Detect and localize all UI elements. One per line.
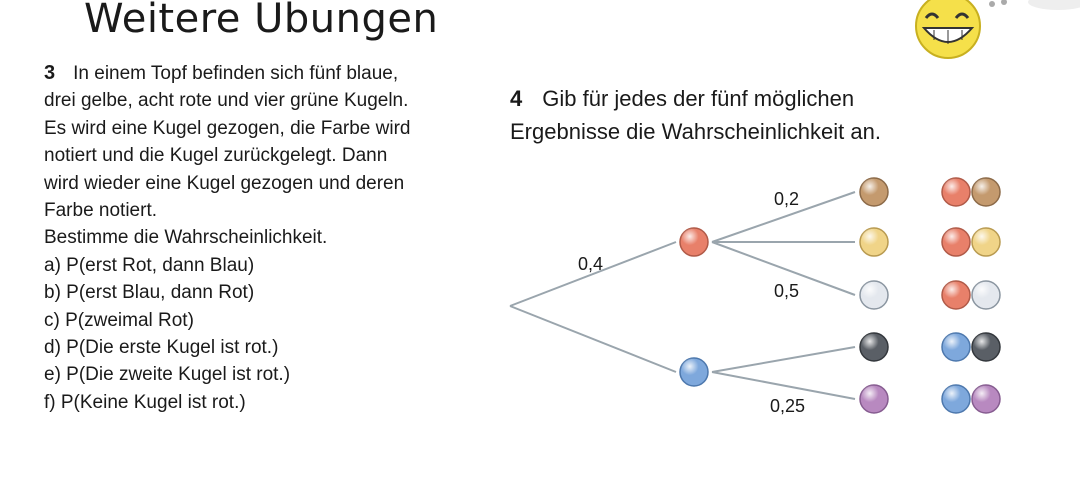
task-a: a) P(erst Rot, dann Blau) bbox=[44, 254, 255, 276]
stage2-balls bbox=[859, 177, 889, 414]
probability-tree: 0,4 0,2 0,5 0,25 bbox=[509, 177, 1001, 416]
branch-red bbox=[509, 241, 677, 307]
label-blue-purple: 0,25 bbox=[770, 396, 805, 416]
task-f: f) P(Keine Kugel ist rot.) bbox=[44, 391, 246, 413]
exercise-3-number: 3 bbox=[44, 62, 56, 84]
task-d: d) P(Die erste Kugel ist rot.) bbox=[44, 337, 279, 359]
exercise-4-line-1: Ergebnisse die Wahrscheinlichkeit an. bbox=[510, 119, 881, 144]
task-e: e) P(Die zweite Kugel ist rot.) bbox=[44, 364, 291, 386]
exercise-3-instruction: Bestimme die Wahrscheinlichkeit. bbox=[44, 227, 328, 249]
task-c: c) P(zweimal Rot) bbox=[44, 309, 194, 331]
branch-blue bbox=[509, 305, 677, 373]
branch-blue-purple bbox=[711, 371, 856, 400]
outcome-red-brown bbox=[941, 177, 1001, 207]
label-first-red: 0,4 bbox=[578, 254, 603, 274]
exercise-4: 4 Gib für jedes der fünf möglichen Ergebn… bbox=[510, 82, 1070, 148]
label-red-white: 0,5 bbox=[774, 281, 799, 301]
exercise-4-number: 4 bbox=[510, 86, 523, 111]
exercise-3-line-3: notiert und die Kugel zurückgelegt. Dann bbox=[44, 145, 388, 167]
outcome-pairs bbox=[941, 177, 1001, 414]
outcome-blue-dark bbox=[941, 332, 1001, 362]
page-title: Weitere Übungen bbox=[84, 0, 439, 42]
branch-red-white bbox=[711, 241, 856, 296]
outcome-blue-purple bbox=[941, 384, 1001, 414]
label-red-brown: 0,2 bbox=[774, 189, 799, 209]
smiley-icon bbox=[915, 0, 1080, 59]
exercise-3-line-1: drei gelbe, acht rote und vier grüne Kug… bbox=[44, 90, 409, 112]
task-b: b) P(erst Blau, dann Rot) bbox=[44, 282, 255, 304]
exercise-4-line-0: 4 Gib für jedes der fünf möglichen bbox=[510, 86, 855, 111]
branch-red-brown bbox=[711, 191, 856, 243]
outcome-red-yellow bbox=[941, 227, 1001, 257]
exercise-3-line-5: Farbe notiert. bbox=[44, 200, 157, 222]
branch-blue-dark bbox=[711, 346, 856, 373]
exercise-3-line-4: wird wieder eine Kugel gezogen und deren bbox=[44, 172, 405, 194]
exercise-3-line-0: 3 In einem Topf befinden sich fünf blaue, bbox=[44, 62, 399, 84]
exercise-3-line-2: Es wird eine Kugel gezogen, die Farbe wi… bbox=[44, 117, 411, 139]
outcome-red-white bbox=[941, 280, 1001, 310]
tree-branches bbox=[509, 191, 856, 400]
stage1-balls bbox=[679, 227, 709, 387]
exercise-3: 3 In einem Topf befinden sich fünf blaue,… bbox=[44, 60, 464, 416]
